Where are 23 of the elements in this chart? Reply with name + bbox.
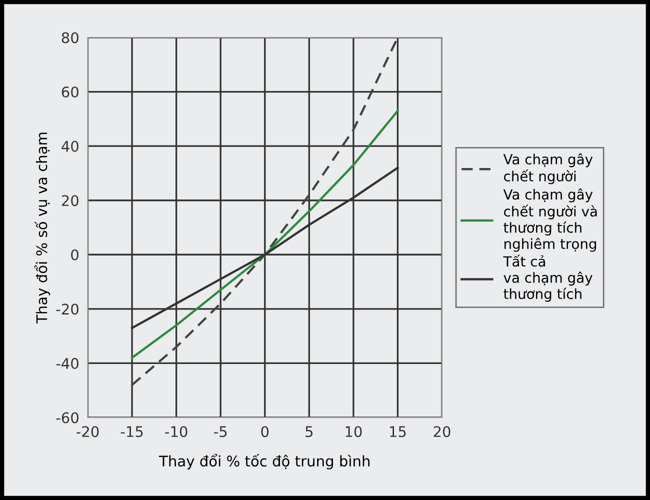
y-axis-title: Thay đổi % số vụ va chạm	[34, 132, 50, 324]
x-tick-label: 20	[434, 426, 450, 438]
x-tick-label: -5	[214, 426, 227, 438]
x-tick-label: -10	[165, 426, 188, 438]
y-tick-label: 60	[62, 86, 78, 98]
y-tick-label: -20	[56, 304, 78, 315]
y-tick-label: -60	[56, 412, 78, 424]
y-tick-label: -40	[56, 358, 78, 369]
line-series	[130, 110, 399, 359]
legend-label: Tất cả va chạm gây thương tích	[503, 254, 592, 302]
x-axis-title: Thay đổi % tốc độ trung bình	[158, 454, 370, 470]
x-tick-label: 10	[346, 426, 362, 438]
legend-label: Va chạm gây chết người và thương tích nghiêm trọng	[503, 188, 597, 252]
y-tick-label: 80	[62, 32, 78, 44]
x-tick-label: -15	[120, 426, 143, 438]
y-tick-label: 20	[62, 195, 78, 206]
y-tick-label: 40	[62, 140, 78, 152]
x-tick-label: -20	[76, 426, 99, 438]
legend-label: Va chạm gây chết người	[503, 153, 593, 184]
y-tick-label: 0	[71, 249, 78, 260]
x-tick-label: 0	[261, 426, 269, 438]
x-tick-label: 15	[390, 426, 406, 438]
x-tick-label: 5	[306, 426, 313, 438]
